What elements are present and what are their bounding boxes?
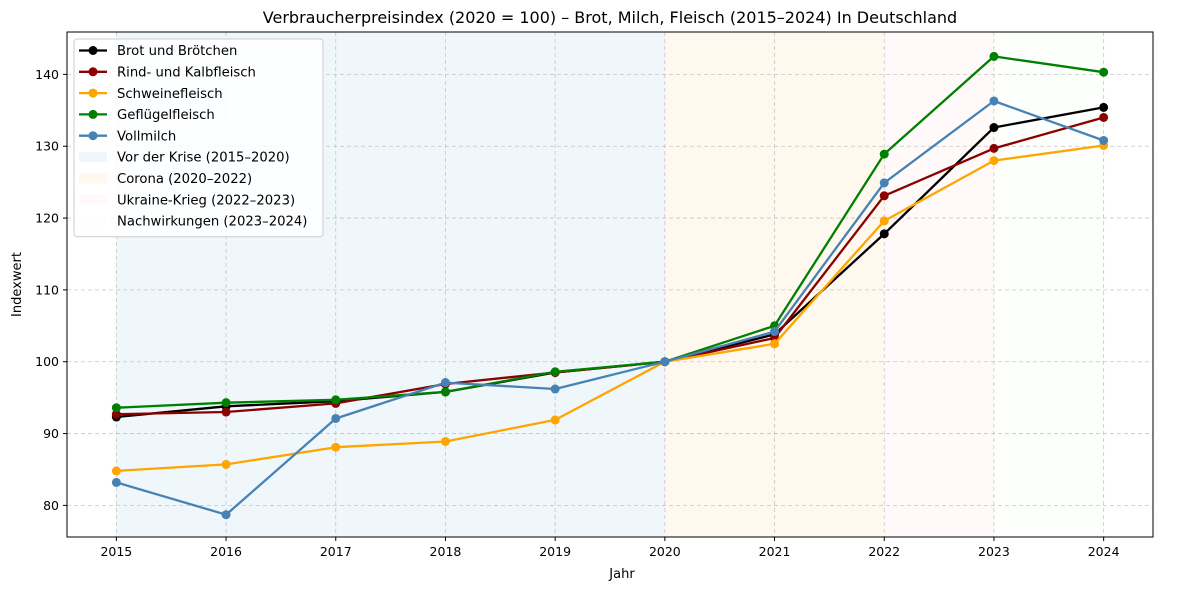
data-point: [550, 367, 560, 377]
data-point: [221, 407, 231, 417]
legend-entry: Schweinefleisch: [79, 87, 223, 102]
legend-entry: Corona (2020–2022): [79, 172, 252, 187]
legend: Brot und Brötchen Rind- und Kalbfleisch Sc…: [73, 38, 324, 238]
chart-title: Verbraucherpreisindex (2020 = 100) – Bro…: [263, 8, 957, 27]
data-point: [1099, 67, 1109, 77]
legend-patch-swatch: [79, 194, 107, 205]
y-axis-title: Indexwert: [10, 252, 25, 317]
data-point: [331, 442, 341, 452]
x-tick-label: 2024: [1088, 544, 1120, 559]
data-point: [989, 96, 999, 106]
y-tick-label: 120: [35, 211, 59, 226]
legend-label: Vor der Krise (2015–2020): [117, 151, 290, 166]
legend-entry: Geflügelfleisch: [79, 108, 215, 123]
legend-label: Rind- und Kalbfleisch: [117, 66, 256, 81]
data-point: [221, 398, 231, 408]
legend-marker: [88, 109, 98, 119]
legend-entry: Nachwirkungen (2023–2024): [79, 215, 307, 230]
series-line: [116, 55, 1104, 409]
legend-entry: Ukraine-Krieg (2022–2023): [79, 193, 295, 208]
x-tick-label: 2023: [978, 544, 1010, 559]
y-tick-label: 140: [35, 67, 59, 82]
legend-entry: Rind- und Kalbfleisch: [79, 66, 256, 81]
x-tick-label: 2019: [539, 544, 571, 559]
legend-label: Vollmilch: [117, 129, 176, 144]
data-point: [221, 510, 231, 520]
axis-ticks: 2015 2016 2017 2018 2019 2020 2021 2022 2023 2024…: [35, 67, 1119, 559]
data-point: [440, 378, 450, 388]
legend-label: Schweinefleisch: [117, 87, 223, 102]
x-tick-label: 2018: [430, 544, 462, 559]
data-point: [989, 123, 999, 133]
legend-label: Geflügelfleisch: [117, 108, 215, 123]
data-point: [879, 191, 889, 201]
data-point: [989, 156, 999, 166]
legend-entry: Vor der Krise (2015–2020): [79, 151, 290, 166]
data-point: [331, 395, 341, 405]
data-point: [879, 149, 889, 159]
x-tick-label: 2020: [649, 544, 681, 559]
plot-frame: [66, 31, 1154, 538]
legend-box: [73, 38, 324, 238]
series-lines: [111, 51, 1109, 520]
data-point: [1099, 112, 1109, 122]
data-point: [1099, 135, 1109, 145]
data-point: [440, 436, 450, 446]
data-point: [221, 459, 231, 469]
data-point: [879, 178, 889, 188]
legend-label: Corona (2020–2022): [117, 172, 252, 187]
y-tick-label: 90: [43, 426, 59, 441]
series-line: [116, 99, 1104, 516]
data-point: [440, 387, 450, 397]
data-point: [989, 51, 999, 61]
data-point: [660, 357, 670, 367]
data-point: [111, 477, 121, 487]
legend-entry: Brot und Brötchen: [79, 44, 237, 59]
data-point: [879, 216, 889, 226]
legend-patch-swatch: [79, 173, 107, 184]
data-point: [770, 339, 780, 349]
x-tick-label: 2022: [868, 544, 900, 559]
legend-entry: Vollmilch: [79, 129, 176, 144]
data-point: [331, 413, 341, 423]
data-point: [550, 384, 560, 394]
legend-marker: [88, 67, 98, 77]
x-tick-label: 2017: [320, 544, 352, 559]
period-band-3: [993, 32, 1104, 537]
x-tick-label: 2021: [759, 544, 791, 559]
series-4: [111, 96, 1109, 520]
legend-label: Brot und Brötchen: [117, 44, 237, 59]
legend-marker: [88, 46, 98, 55]
legend-label: Nachwirkungen (2023–2024): [117, 215, 307, 230]
data-point: [989, 143, 999, 153]
legend-marker: [88, 88, 98, 98]
legend-patch-swatch: [79, 215, 107, 226]
data-point: [111, 409, 121, 419]
data-point: [770, 327, 780, 337]
legend-patch-swatch: [79, 152, 107, 162]
data-point: [1099, 102, 1109, 112]
x-tick-label: 2015: [100, 544, 132, 559]
x-axis-title: Jahr: [608, 567, 635, 582]
y-tick-label: 110: [35, 282, 59, 297]
x-tick-label: 2016: [210, 544, 242, 559]
series-line: [116, 144, 1104, 473]
y-tick-label: 100: [35, 354, 59, 369]
y-tick-label: 80: [43, 498, 59, 513]
legend-label: Ukraine-Krieg (2022–2023): [117, 193, 295, 208]
period-band-2: [884, 32, 994, 537]
legend-marker: [88, 131, 98, 141]
y-tick-label: 130: [35, 139, 59, 154]
data-point: [879, 229, 889, 239]
data-point: [111, 403, 121, 413]
data-point: [111, 466, 121, 476]
data-point: [550, 415, 560, 425]
